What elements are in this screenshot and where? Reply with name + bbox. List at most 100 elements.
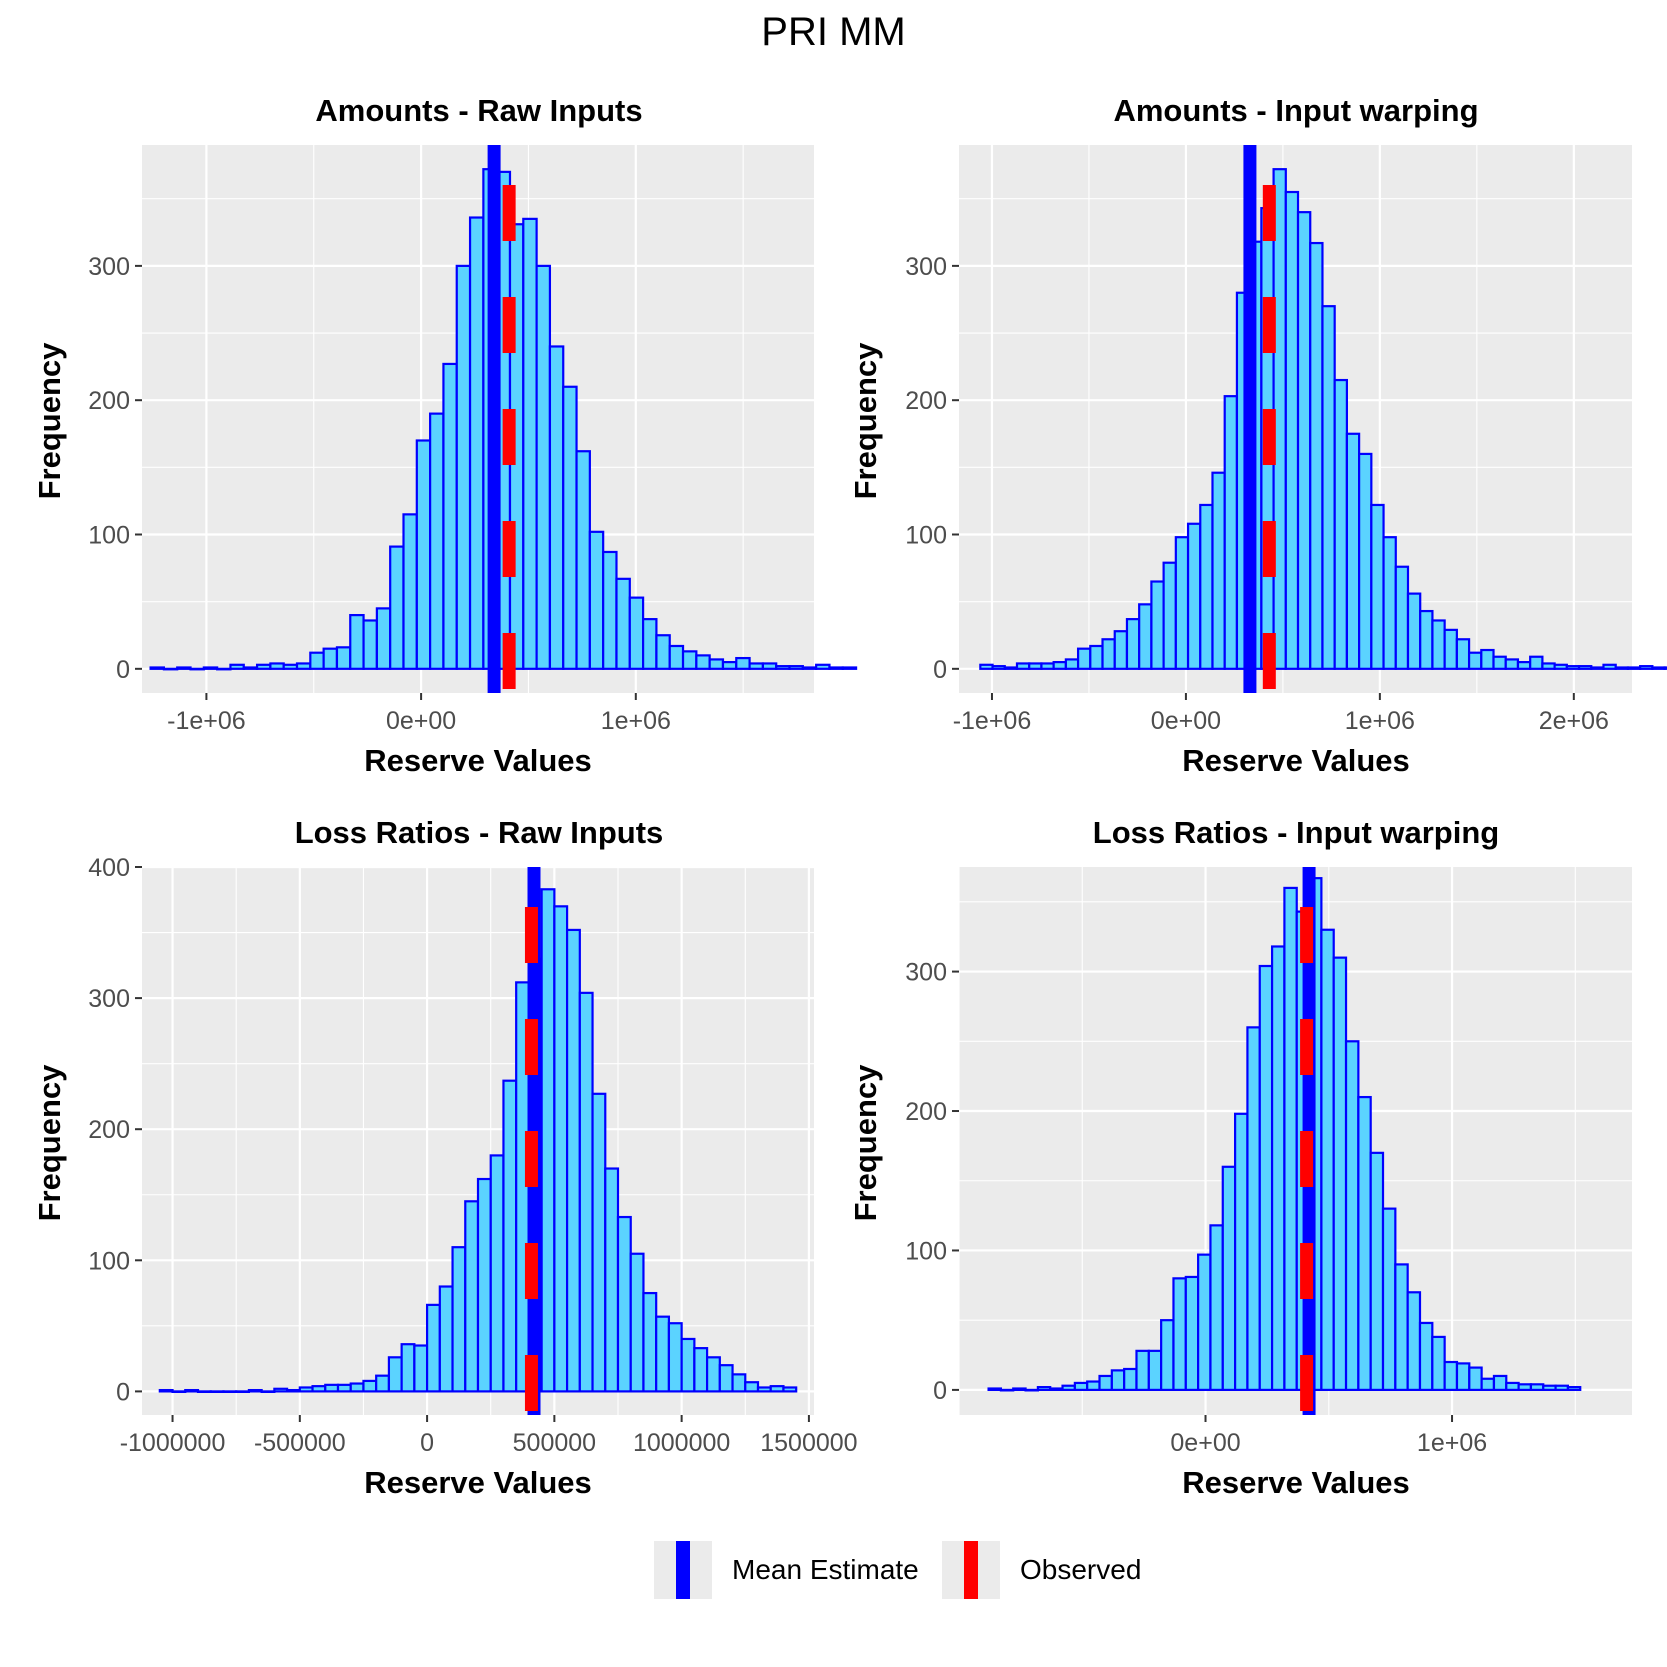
histogram-bar xyxy=(540,888,556,1393)
histogram-bar xyxy=(1332,956,1348,1392)
panel-title: Amounts - Raw Inputs xyxy=(315,93,642,128)
reference-lines xyxy=(1243,145,1276,693)
x-tick-label: -1e+06 xyxy=(953,707,1032,735)
legend-swatch-observed xyxy=(964,1541,978,1599)
histogram-bar xyxy=(400,1343,416,1393)
histogram-bar xyxy=(1505,1381,1520,1392)
histogram-bar xyxy=(349,1382,365,1393)
x-tick-label: 1000000 xyxy=(633,1429,730,1457)
histogram-bar xyxy=(1480,648,1495,670)
x-tick-label: 1e+06 xyxy=(1417,1429,1487,1457)
x-tick-label: 1500000 xyxy=(760,1429,857,1457)
histogram-bar xyxy=(604,1167,620,1393)
y-tick-label: 0 xyxy=(116,656,130,684)
chart-panel-lossratios-raw: Loss Ratios - Raw Inputs -1000000 -500000… xyxy=(32,815,858,1500)
histogram-bar xyxy=(548,345,565,670)
y-tick-label: 200 xyxy=(905,1098,947,1126)
histogram-bar xyxy=(1209,1224,1224,1392)
histogram-bar xyxy=(375,607,392,670)
histogram-bar xyxy=(1554,1384,1570,1392)
histogram-bar xyxy=(588,530,605,670)
histogram-bar xyxy=(1492,1374,1508,1392)
histogram-bar xyxy=(1110,1369,1126,1392)
histogram-bar xyxy=(1098,1374,1113,1392)
histogram-bar xyxy=(1344,1040,1360,1392)
histogram-bar xyxy=(1211,471,1226,670)
histogram-bar xyxy=(362,619,378,670)
histogram-bar xyxy=(1504,658,1520,670)
histogram-bar xyxy=(1284,190,1300,670)
histogram-bar xyxy=(1162,561,1177,670)
histogram-bar xyxy=(1418,1321,1434,1392)
histogram-bar xyxy=(282,663,299,670)
histogram-bar xyxy=(429,412,445,670)
histogram-bar xyxy=(176,666,192,670)
histogram-bar xyxy=(1406,592,1422,670)
legend-item-observed: Observed xyxy=(942,1535,1141,1605)
histogram-bar xyxy=(1321,305,1336,670)
histogram-bar xyxy=(841,666,858,670)
histogram-bar xyxy=(1101,638,1116,670)
y-tick-label: 100 xyxy=(905,522,947,550)
histogram-bar xyxy=(782,1386,798,1393)
histogram-bar xyxy=(705,1356,721,1393)
histogram-bar xyxy=(375,1374,391,1393)
histogram-bar xyxy=(1492,655,1507,670)
histogram-bar xyxy=(336,1383,352,1393)
y-tick-label: 300 xyxy=(905,959,947,987)
histogram-bar xyxy=(158,1388,174,1393)
histogram-bar xyxy=(1003,666,1019,670)
legend-label-mean-estimate: Mean Estimate xyxy=(732,1554,919,1585)
histogram-bar xyxy=(184,1388,200,1393)
histogram-bar xyxy=(735,656,751,670)
histogram-bar xyxy=(335,646,352,670)
histogram-bar xyxy=(260,1390,276,1394)
histogram-bar xyxy=(285,1388,301,1393)
histogram-bar xyxy=(562,385,578,670)
histogram-bar xyxy=(438,1285,454,1393)
axis-ticks: -1e+06 0e+00 1e+06 2e+06 0 100 200 300 xyxy=(905,253,1609,735)
histogram-bar xyxy=(189,667,205,671)
histogram-bar xyxy=(255,663,272,670)
histogram-bar xyxy=(1125,618,1141,670)
chart-panel-amounts-warping: Amounts - Input warping -1e+06 0e+00 1e+06… xyxy=(848,93,1667,778)
histogram-bar xyxy=(602,550,618,670)
histogram-bar xyxy=(668,644,685,670)
histogram-bar xyxy=(708,658,725,670)
histogram-bar xyxy=(578,991,594,1393)
histogram-bar xyxy=(979,663,994,670)
reference-lines xyxy=(524,867,541,1415)
y-tick-label: 300 xyxy=(88,985,130,1013)
histogram-bar xyxy=(642,618,658,670)
histogram-bar xyxy=(761,662,778,670)
histogram-bar xyxy=(349,613,365,670)
y-tick-label: 100 xyxy=(905,1237,947,1265)
y-tick-label: 0 xyxy=(933,656,947,684)
histogram-bar xyxy=(1246,1026,1261,1392)
histogram-bar xyxy=(1172,1277,1187,1392)
histogram-bar xyxy=(1197,1253,1212,1392)
histogram-bar xyxy=(1270,945,1286,1392)
panel-title: Amounts - Input warping xyxy=(1113,93,1478,128)
y-tick-label: 400 xyxy=(88,854,130,882)
legend-swatch-mean-estimate xyxy=(676,1541,690,1599)
histogram-bar xyxy=(1221,1165,1237,1392)
histogram-bar xyxy=(1590,666,1605,670)
y-tick-label: 200 xyxy=(88,387,130,415)
legend-key-observed xyxy=(942,1541,1000,1599)
y-tick-label: 200 xyxy=(905,387,947,415)
histogram-bar xyxy=(655,1315,671,1393)
axis-ticks: -1000000 -500000 0 500000 1000000 1500000 0 100… xyxy=(88,854,857,1457)
histogram-bar xyxy=(1135,1349,1150,1392)
histogram-bar xyxy=(680,1337,696,1393)
histogram-bar xyxy=(1223,395,1239,670)
histogram-bar xyxy=(1061,1384,1076,1392)
histogram-bar xyxy=(1443,1360,1459,1392)
histogram-bar xyxy=(1516,661,1532,670)
y-tick-label: 100 xyxy=(88,522,130,550)
histogram-bar xyxy=(1480,1377,1496,1392)
histogram-bar xyxy=(149,666,165,670)
histogram-bar xyxy=(242,666,259,670)
histogram-bar xyxy=(196,1390,212,1394)
histogram-bar xyxy=(553,905,569,1393)
